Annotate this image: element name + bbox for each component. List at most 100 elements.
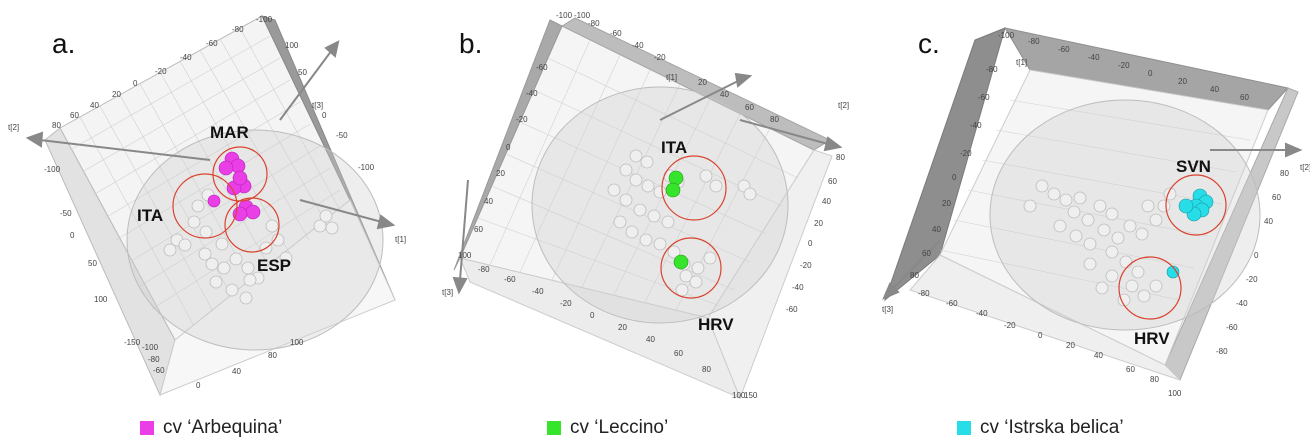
point bbox=[1035, 179, 1049, 193]
point bbox=[1073, 191, 1087, 205]
point bbox=[1141, 199, 1155, 213]
tick-a-bottom-0: -100 bbox=[142, 343, 159, 352]
tick-c-right-3: 0 bbox=[1254, 251, 1259, 260]
point bbox=[199, 225, 213, 239]
point bbox=[613, 215, 627, 229]
plot-b-ticks: -100 -100 -80 -60 -40 -20 20 40 60 80 80… bbox=[458, 11, 845, 400]
group-label-esp: ESP bbox=[257, 256, 291, 275]
tick-c-bottom-5: 20 bbox=[1066, 341, 1075, 350]
legend-arbequina: cv ‘Arbequina’ bbox=[140, 416, 282, 440]
tick-b-left-7: 100 bbox=[458, 251, 472, 260]
plot-b-points-other bbox=[607, 149, 757, 297]
plot-c-axes bbox=[882, 142, 1303, 300]
point bbox=[225, 283, 239, 297]
point bbox=[163, 243, 177, 257]
point bbox=[709, 179, 723, 193]
point bbox=[1059, 193, 1073, 207]
tick-c-bottom-4: 0 bbox=[1038, 331, 1043, 340]
point bbox=[1047, 187, 1061, 201]
tick-a-top-9: 80 bbox=[52, 121, 61, 130]
tick-a-top-0: -100 bbox=[256, 15, 273, 24]
tick-c-left-5: 20 bbox=[942, 199, 951, 208]
tick-c-left-0: -80 bbox=[986, 65, 998, 74]
tick-b-right-0: 80 bbox=[836, 153, 845, 162]
point bbox=[1081, 213, 1095, 227]
point bbox=[699, 169, 713, 183]
legend-swatch-arbequina bbox=[140, 421, 154, 435]
legend-swatch-leccino bbox=[547, 421, 561, 435]
tick-a-top-5: 0 bbox=[133, 79, 138, 88]
tick-c-right-4: -20 bbox=[1246, 275, 1258, 284]
point bbox=[1157, 199, 1171, 213]
panel-c: c. t[1] t[2] t[3] -100 -80 -60 -40 -20 bbox=[880, 0, 1310, 400]
plot-b-axes bbox=[452, 72, 843, 295]
tick-c-left-1: -60 bbox=[978, 93, 990, 102]
point bbox=[619, 163, 633, 177]
tick-a-right-2: 0 bbox=[322, 111, 327, 120]
tick-a-top-1: -80 bbox=[232, 25, 244, 34]
tick-b-bottom-9: 100 bbox=[732, 391, 746, 400]
tick-b-left-1: -40 bbox=[526, 89, 538, 98]
legend-label-leccino: cv ‘Leccino’ bbox=[570, 417, 669, 438]
point bbox=[1131, 265, 1145, 279]
point-leccino bbox=[665, 182, 681, 198]
tick-a-bottom-4: 40 bbox=[232, 367, 241, 376]
point bbox=[241, 261, 255, 275]
tick-b-top-2: -80 bbox=[588, 19, 600, 28]
point bbox=[653, 185, 667, 199]
point bbox=[325, 221, 339, 235]
tick-b-right-7: -60 bbox=[786, 305, 798, 314]
plot-a-points-arbequina bbox=[207, 151, 261, 222]
plot-a-svg: t[2] t[1] t[3] -100 -80 -60 -40 -20 0 20… bbox=[8, 15, 406, 397]
tick-c-top-5: -20 bbox=[1118, 61, 1130, 70]
plot-a-grid bbox=[69, 27, 341, 327]
tick-c-left-2: -40 bbox=[970, 121, 982, 130]
plot-c-points-istrska bbox=[1166, 188, 1214, 279]
axis-label-a-t1: t[1] bbox=[395, 235, 406, 244]
plot-c-svg: t[1] t[2] t[3] -100 -80 -60 -40 -20 0 20… bbox=[882, 27, 1310, 398]
tick-c-bottom-2: -40 bbox=[976, 309, 988, 318]
tick-c-right-7: -80 bbox=[1216, 347, 1228, 356]
point bbox=[691, 261, 705, 275]
point bbox=[653, 237, 667, 251]
tick-c-left-6: 40 bbox=[932, 225, 941, 234]
tick-b-left-0: -60 bbox=[536, 63, 548, 72]
point bbox=[743, 187, 757, 201]
tick-b-bottom-10: 150 bbox=[744, 391, 758, 400]
tick-c-right-0: 80 bbox=[1280, 169, 1289, 178]
plot-b-right-floor bbox=[707, 149, 833, 400]
tick-a-left-0: -100 bbox=[44, 165, 61, 174]
point-leccino bbox=[673, 254, 689, 270]
tick-c-top-2: -80 bbox=[1028, 37, 1040, 46]
tick-b-top-9: 60 bbox=[745, 103, 754, 112]
point bbox=[629, 149, 643, 163]
group-label-svn: SVN bbox=[1176, 157, 1211, 176]
tick-a-right-0: 100 bbox=[285, 41, 299, 50]
axis-label-a-t2: t[2] bbox=[8, 123, 19, 132]
axis-label-b-t2: t[2] bbox=[838, 101, 849, 110]
tick-c-bottom-6: 40 bbox=[1094, 351, 1103, 360]
point bbox=[689, 275, 703, 289]
point bbox=[607, 183, 621, 197]
group-circle-hrv bbox=[660, 237, 722, 299]
plot-a-ticks: -100 -80 -60 -40 -20 0 20 40 60 80 100 5… bbox=[44, 15, 375, 390]
legend-label-arbequina: cv ‘Arbequina’ bbox=[163, 417, 283, 438]
point bbox=[319, 209, 333, 223]
tick-c-left-7: 60 bbox=[922, 249, 931, 258]
tick-c-top-7: 20 bbox=[1178, 77, 1187, 86]
group-circle-esp bbox=[224, 197, 280, 253]
tick-b-left-2: -20 bbox=[516, 115, 528, 124]
legend-label-istrska: cv ‘Istrska belica’ bbox=[980, 417, 1124, 438]
point bbox=[640, 155, 654, 169]
tick-b-top-5: -20 bbox=[654, 53, 666, 62]
tick-a-right-4: -100 bbox=[358, 163, 375, 172]
point bbox=[1111, 231, 1125, 245]
tick-c-right-2: 40 bbox=[1264, 217, 1273, 226]
tick-c-top-4: -40 bbox=[1088, 53, 1100, 62]
point-arbequina bbox=[230, 158, 246, 174]
point bbox=[619, 193, 633, 207]
tick-b-bottom-1: -60 bbox=[504, 275, 516, 284]
point bbox=[1083, 257, 1097, 271]
point bbox=[243, 273, 257, 287]
group-circle-svn bbox=[1165, 174, 1227, 236]
